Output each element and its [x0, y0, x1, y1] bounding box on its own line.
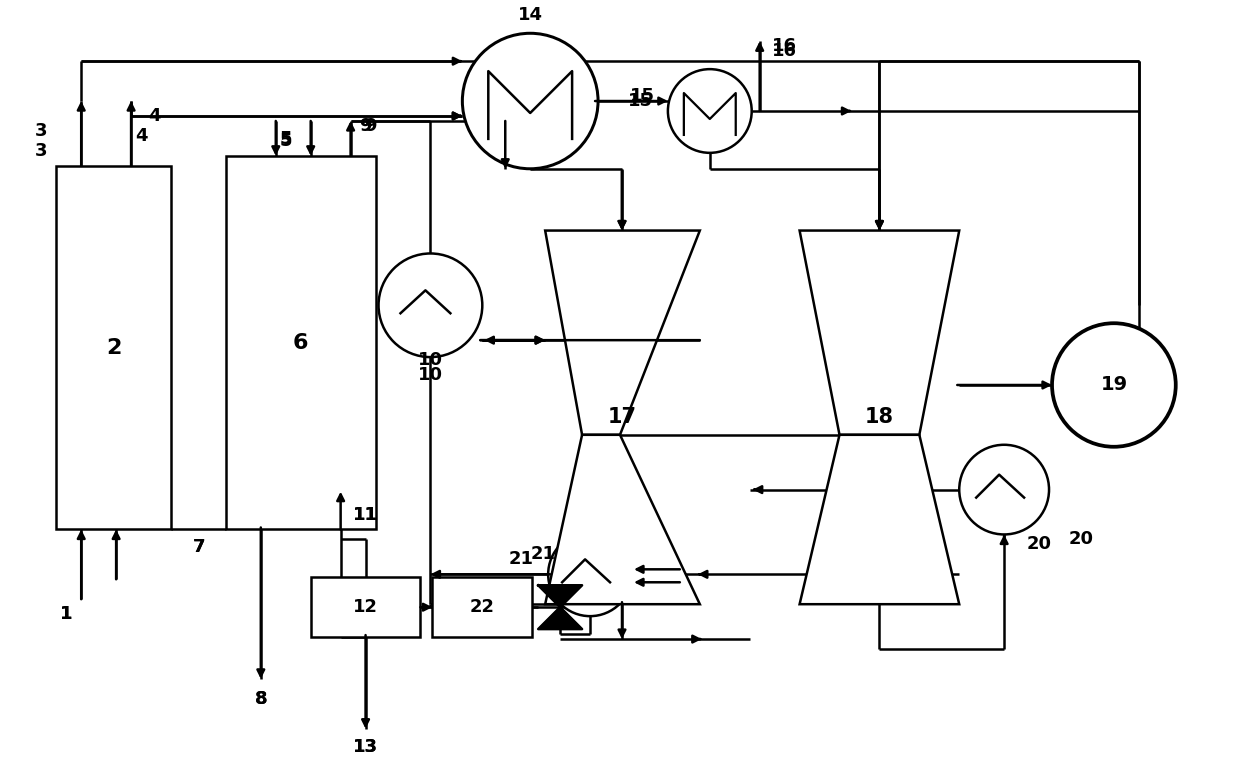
Text: 3: 3	[35, 122, 47, 140]
Text: 8: 8	[254, 690, 267, 708]
Text: 16: 16	[773, 38, 797, 55]
Polygon shape	[538, 585, 582, 629]
Text: 2: 2	[105, 337, 122, 357]
Text: 7: 7	[192, 538, 205, 556]
Polygon shape	[546, 435, 699, 604]
Text: 14: 14	[518, 6, 543, 25]
Text: 7: 7	[192, 538, 205, 556]
Bar	[56, 166, 171, 529]
Text: 20: 20	[1069, 531, 1094, 548]
Circle shape	[1052, 323, 1176, 446]
Circle shape	[668, 69, 751, 153]
Text: 19: 19	[1100, 376, 1127, 394]
Polygon shape	[800, 435, 960, 604]
Text: 13: 13	[353, 738, 378, 755]
Text: 8: 8	[254, 690, 267, 708]
Bar	[226, 156, 376, 529]
Text: 18: 18	[866, 407, 894, 427]
Text: 4: 4	[148, 107, 160, 125]
Circle shape	[548, 532, 632, 616]
Text: 10: 10	[418, 366, 443, 384]
Text: 9: 9	[365, 117, 377, 135]
Text: 21: 21	[508, 551, 533, 568]
Circle shape	[463, 33, 598, 169]
Text: 10: 10	[418, 351, 443, 369]
Text: 5: 5	[279, 132, 291, 150]
Text: 12: 12	[353, 598, 378, 616]
Bar	[433, 578, 532, 637]
Text: 9: 9	[360, 117, 372, 135]
Text: 13: 13	[353, 738, 378, 755]
Text: 3: 3	[35, 142, 47, 160]
Text: 11: 11	[353, 505, 378, 524]
Polygon shape	[800, 231, 960, 435]
Text: 4: 4	[135, 127, 148, 145]
Polygon shape	[546, 231, 699, 435]
Circle shape	[960, 445, 1049, 535]
Text: 20: 20	[1027, 535, 1052, 554]
Text: 11: 11	[353, 505, 378, 524]
Bar	[311, 578, 420, 637]
Text: 6: 6	[293, 333, 309, 353]
Text: 22: 22	[470, 598, 495, 616]
Text: 21: 21	[531, 545, 556, 564]
Text: 5: 5	[279, 130, 291, 148]
Text: 1: 1	[60, 605, 72, 623]
Circle shape	[378, 253, 482, 357]
Text: 15: 15	[627, 92, 653, 110]
Text: 17: 17	[608, 407, 637, 427]
Text: 1: 1	[60, 605, 72, 623]
Text: 16: 16	[773, 42, 797, 60]
Text: 15: 15	[630, 87, 655, 105]
